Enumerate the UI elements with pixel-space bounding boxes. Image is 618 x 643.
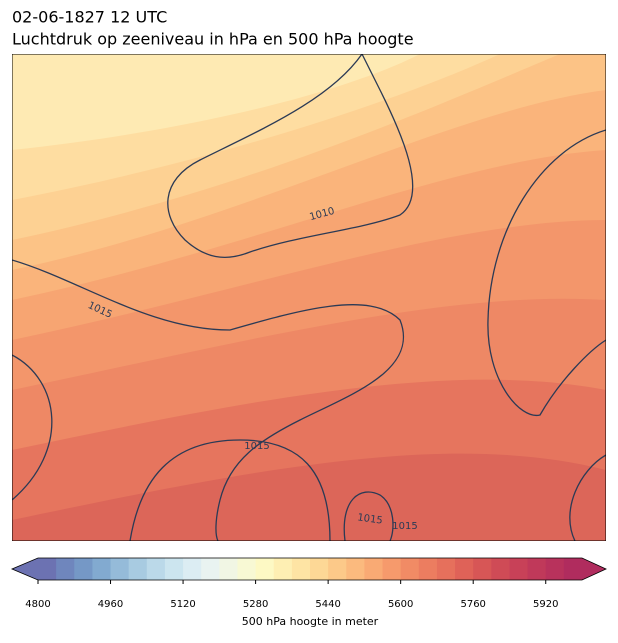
colorbar-segment: [346, 558, 365, 580]
colorbar-segment: [255, 558, 275, 580]
colorbar-segment: [400, 558, 420, 580]
colorbar-segment: [418, 558, 438, 580]
colorbar-segment: [491, 558, 510, 580]
colorbar-segment: [183, 558, 202, 580]
colorbar-segment: [164, 558, 184, 580]
colorbar-segment: [328, 558, 347, 580]
colorbar-tick-label: 5440: [315, 599, 340, 610]
colorbar-segment: [455, 558, 474, 580]
colorbar-segment: [527, 558, 547, 580]
isobar-label: 1015: [392, 521, 417, 532]
colorbar: 4800 4960 5120 5280 5440 5600 5760 5920 500 hPa …: [10, 557, 607, 628]
colorbar-segment: [110, 558, 130, 580]
colorbar-segment: [237, 558, 257, 580]
colorbar-segment: [364, 558, 384, 580]
subtitle: Luchtdruk op zeeniveau in hPa en 500 hPa…: [12, 30, 414, 49]
isobar-label: 1015: [244, 441, 269, 452]
colorbar-segment: [38, 558, 57, 580]
colorbar-segment: [382, 558, 402, 580]
colorbar-tick-label: 4800: [25, 599, 50, 610]
map: [12, 54, 606, 541]
colorbar-extend-low: [12, 558, 38, 580]
colorbar-tick-label: 4960: [98, 599, 123, 610]
colorbar-segment: [219, 558, 238, 580]
colorbar-segment: [56, 558, 75, 580]
colorbar-tick-label: 5920: [533, 599, 558, 610]
colorbar-segment: [74, 558, 93, 580]
colorbar-segment: [509, 558, 529, 580]
colorbar-segment: [128, 558, 148, 580]
colorbar-segment: [201, 558, 220, 580]
colorbar-tick-label: 5120: [170, 599, 195, 610]
colorbar-segment: [273, 558, 293, 580]
colorbar-tick-label: 5600: [388, 599, 413, 610]
colorbar-label: 500 hPa hoogte in meter: [242, 615, 379, 628]
colorbar-segment: [436, 558, 456, 580]
colorbar-tick-label: 5280: [243, 599, 268, 610]
isobar-label: 1015: [357, 512, 384, 526]
colorbar-segment: [473, 558, 492, 580]
colorbar-extend-high: [582, 558, 606, 580]
colorbar-segment: [563, 558, 583, 580]
colorbar-segment: [92, 558, 112, 580]
colorbar-segment: [291, 558, 311, 580]
colorbar-tick-label: 5760: [460, 599, 485, 610]
colorbar-segment: [545, 558, 565, 580]
colorbar-segment: [146, 558, 166, 580]
colorbar-segment: [310, 558, 329, 580]
title: 02-06-1827 12 UTC: [12, 8, 167, 27]
